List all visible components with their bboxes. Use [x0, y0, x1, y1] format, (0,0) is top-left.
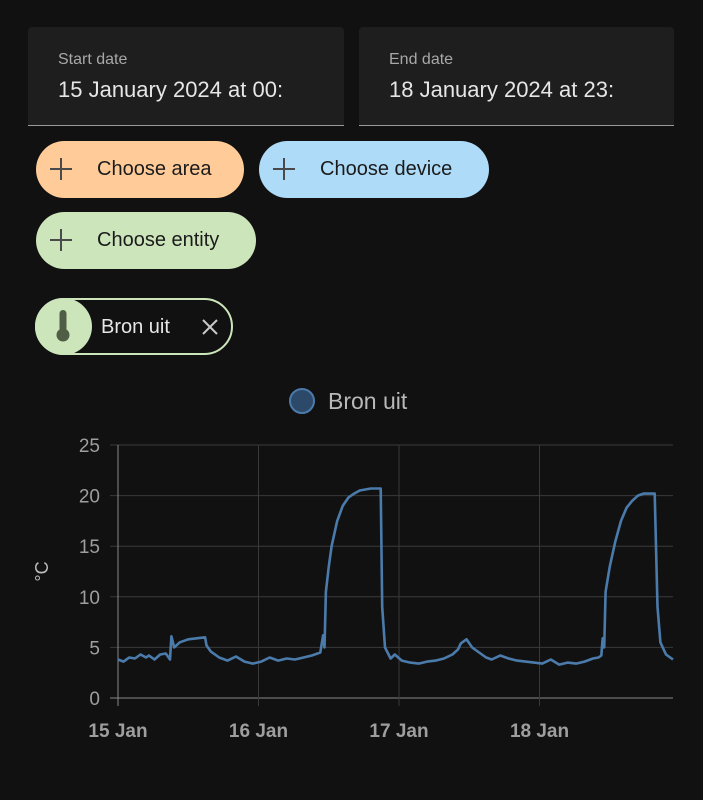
y-tick-label: 5 [89, 638, 100, 659]
plus-icon [50, 158, 72, 180]
selected-entity-label: Bron uit [101, 316, 170, 338]
close-icon[interactable] [200, 317, 220, 337]
choose-area-button[interactable]: Choose area [36, 141, 244, 198]
choose-entity-label: Choose entity [97, 229, 220, 251]
legend-swatch [289, 388, 315, 414]
temperature-line-chart: 0 5 10 15 20 25 15 Jan 16 Jan 17 Jan 18 Jan °C Br… [32, 388, 674, 742]
x-tick-label: 17 Jan [369, 721, 428, 742]
x-tick-label: 18 Jan [510, 721, 569, 742]
plus-icon [273, 158, 295, 180]
end-date-value[interactable]: 18 January 2024 at 23: [389, 77, 615, 102]
start-date-label: Start date [58, 51, 128, 68]
y-tick-label: 20 [79, 487, 100, 508]
y-axis-label: °C [32, 561, 52, 581]
y-tick-label: 0 [89, 689, 100, 710]
choose-device-button[interactable]: Choose device [259, 141, 489, 198]
end-date-field[interactable]: End date 18 January 2024 at 23: [359, 27, 674, 126]
y-tick-label: 15 [79, 537, 100, 558]
choose-entity-button[interactable]: Choose entity [36, 212, 256, 269]
end-date-label: End date [389, 51, 454, 68]
start-date-field[interactable]: Start date 15 January 2024 at 00: [28, 27, 344, 126]
y-tick-label: 10 [79, 588, 100, 609]
choose-device-label: Choose device [320, 158, 453, 180]
entity-icon-badge [35, 298, 92, 355]
choose-area-label: Choose area [97, 158, 212, 180]
thermometer-icon [56, 310, 70, 342]
plus-icon [50, 229, 72, 251]
start-date-value[interactable]: 15 January 2024 at 00: [58, 77, 284, 102]
x-tick-label: 15 Jan [88, 721, 147, 742]
y-tick-label: 25 [79, 436, 100, 457]
chart-legend[interactable]: Bron uit [289, 388, 408, 414]
selected-entity-chip[interactable]: Bron uit [35, 298, 233, 355]
series-line-bron-uit [117, 487, 674, 666]
legend-label: Bron uit [328, 388, 408, 414]
chart-tick-labels: 0 5 10 15 20 25 15 Jan 16 Jan 17 Jan 18 Jan [79, 436, 569, 742]
x-tick-label: 16 Jan [229, 721, 288, 742]
chart-grid [110, 444, 673, 706]
